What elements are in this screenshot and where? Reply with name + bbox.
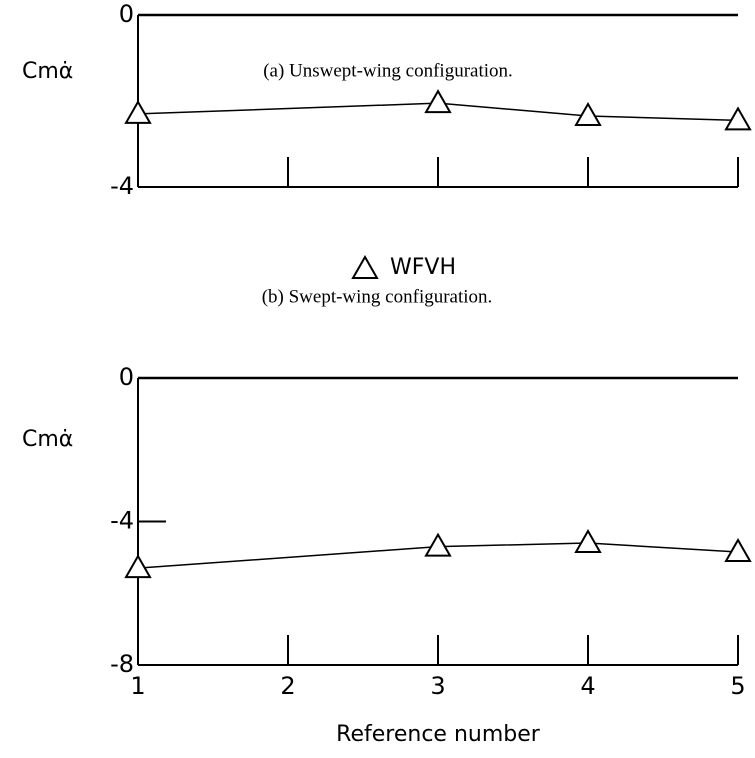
- data-point: [574, 529, 602, 554]
- data-point: [124, 554, 152, 579]
- data-point: [124, 99, 152, 124]
- chart-title: (b) Swept-wing configuration.: [262, 286, 493, 307]
- x-axis-label: Reference number: [336, 722, 541, 747]
- legend-marker: [351, 254, 379, 279]
- y-tick-label: 0: [119, 363, 134, 391]
- data-point: [724, 537, 752, 562]
- y-tick-label: 0: [119, 0, 134, 28]
- data-point: [724, 106, 752, 131]
- y-tick-label: -8: [110, 650, 134, 678]
- data-point: [424, 532, 452, 557]
- series-line: [137, 542, 739, 569]
- y-tick-label: -4: [110, 507, 134, 535]
- x-tick-label: 1: [130, 672, 145, 700]
- legend: WFVH: [351, 254, 456, 280]
- x-tick-label: 4: [580, 672, 595, 700]
- data-point: [574, 102, 602, 127]
- x-tick-label: 3: [430, 672, 445, 700]
- legend-label: WFVH: [390, 255, 456, 280]
- series-line: [137, 102, 739, 122]
- y-axis-label: Cmα̇: [22, 427, 73, 452]
- x-tick-label: 5: [730, 672, 745, 700]
- x-tick-label: 2: [280, 672, 295, 700]
- y-tick-label: -4: [110, 172, 134, 200]
- chart-title: (a) Unswept-wing configuration.: [263, 60, 513, 81]
- y-axis-label: Cmα̇: [22, 59, 73, 84]
- data-point: [424, 89, 452, 114]
